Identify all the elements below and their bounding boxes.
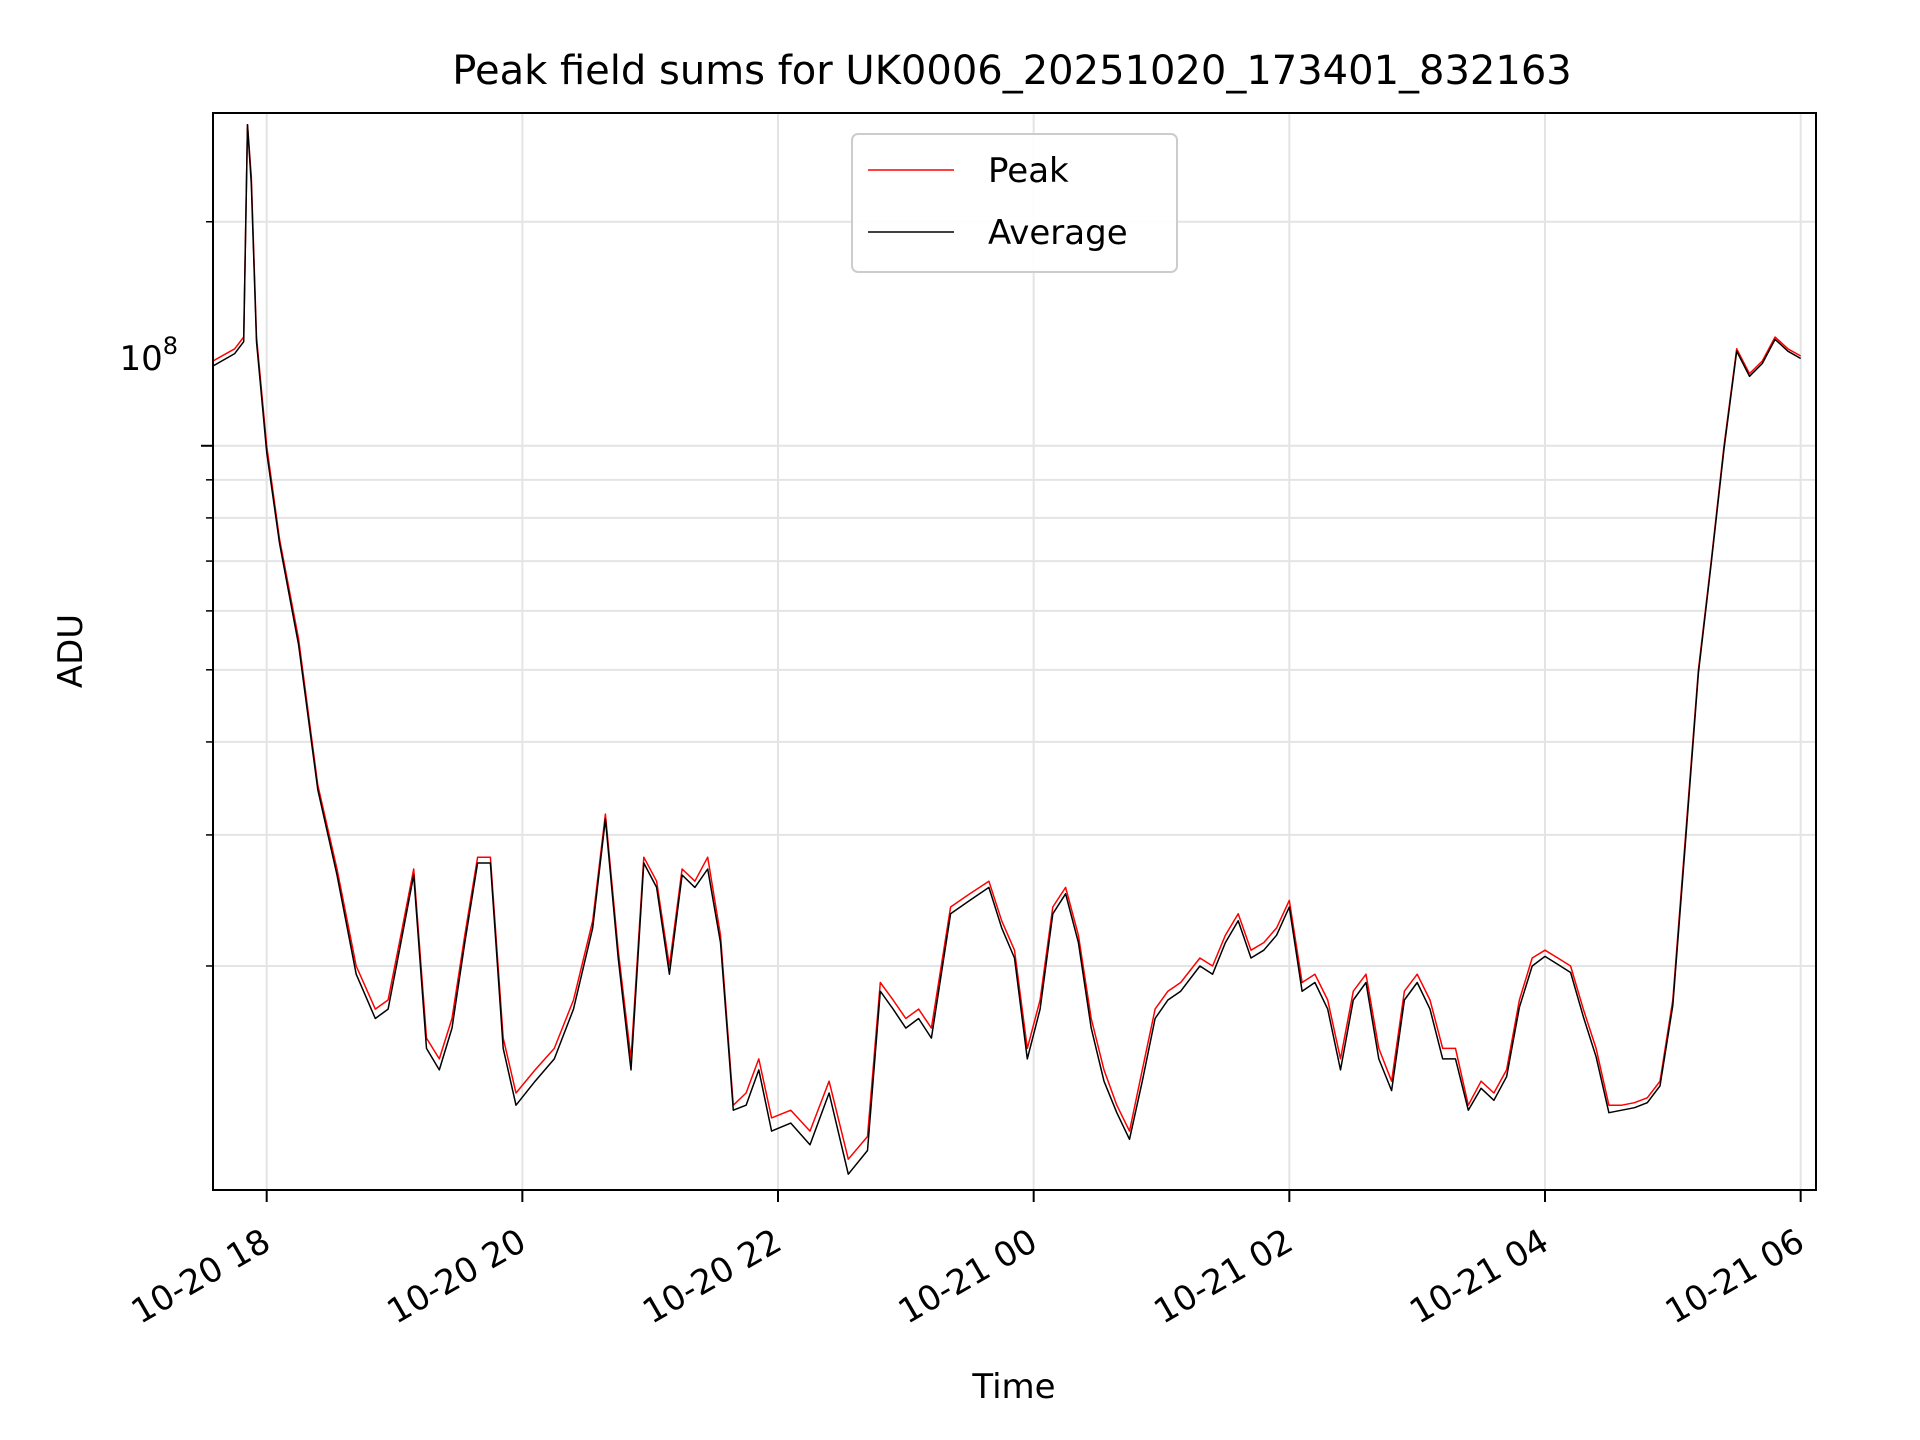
y-tick-label-major: 108 [119,332,178,379]
plot-lines [213,124,1802,1175]
series-line-peak [213,124,1802,1160]
y-tick-label-base: 10 [119,339,162,379]
x-axis-label: Time [971,1367,1055,1407]
grid [213,113,1816,1190]
legend-label-average: Average [988,213,1128,253]
y-axis: 108 [119,221,213,967]
series-line-average [213,124,1802,1175]
chart-title: Peak field sums for UK0006_20251020_1734… [452,48,1571,94]
y-tick-label-exponent: 8 [163,332,178,360]
plot-frame [212,112,1817,1191]
legend: Peak Average [851,133,1178,273]
legend-box [851,133,1178,273]
y-axis-label: ADU [51,614,91,688]
legend-label-peak: Peak [988,151,1069,191]
